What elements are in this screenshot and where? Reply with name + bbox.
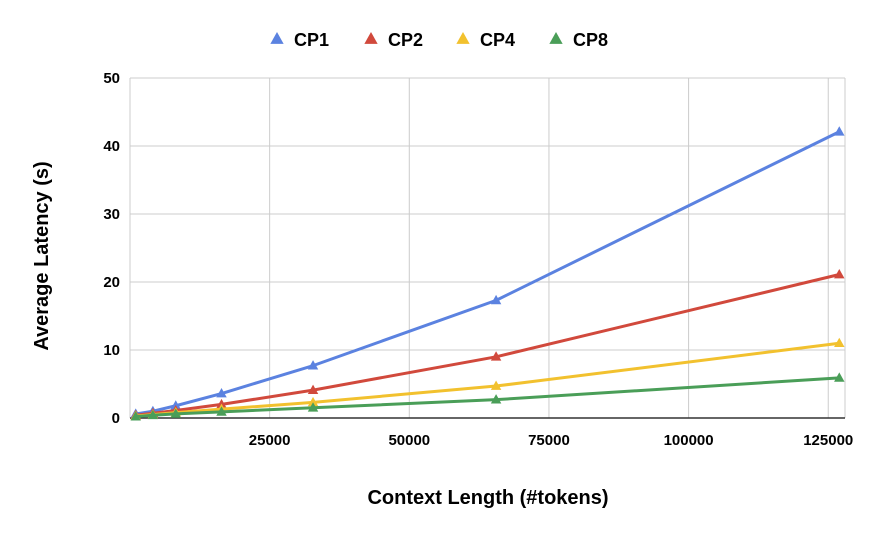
y-tick-label: 20: [103, 274, 120, 291]
x-axis-title: Context Length (#tokens): [367, 487, 608, 509]
data-point: [307, 402, 319, 412]
series-cp1: [130, 126, 845, 418]
legend-marker-icon: [456, 32, 470, 44]
data-point: [490, 380, 502, 390]
legend-label: CP4: [480, 30, 515, 50]
y-tick-label: 30: [103, 206, 120, 223]
x-tick-label: 50000: [388, 432, 430, 449]
y-tick-label: 40: [103, 138, 120, 155]
series-line: [135, 376, 840, 419]
y-axis-ticks: 0 10 20 30 40 50: [103, 70, 120, 427]
data-point: [834, 337, 845, 348]
x-axis-ticks: 25000 50000 75000 100000 125000: [249, 432, 853, 449]
series-cp2: [130, 269, 845, 420]
data-point: [834, 269, 845, 279]
data-point: [490, 294, 502, 305]
series-lines: [130, 126, 845, 421]
data-point: [490, 394, 502, 404]
y-tick-label: 50: [103, 70, 120, 87]
series-cp8: [130, 372, 845, 421]
legend-item-cp4: CP4: [456, 30, 515, 50]
legend: CP1 CP2 CP4 CP8: [270, 30, 608, 50]
data-point: [490, 351, 502, 361]
series-line: [135, 341, 840, 418]
data-point: [147, 409, 159, 420]
x-tick-label: 25000: [249, 432, 291, 449]
data-point: [834, 126, 845, 136]
legend-label: CP8: [573, 30, 608, 50]
y-tick-label: 10: [103, 342, 120, 359]
legend-item-cp8: CP8: [549, 30, 608, 50]
y-axis-title: Average Latency (s): [31, 161, 53, 350]
data-point: [216, 406, 227, 416]
legend-label: CP2: [388, 30, 423, 50]
data-point: [170, 400, 181, 410]
x-tick-label: 100000: [664, 432, 714, 449]
legend-marker-icon: [364, 32, 378, 44]
data-point: [130, 411, 141, 421]
series-line: [135, 130, 840, 416]
data-point: [170, 408, 181, 418]
legend-marker-icon: [270, 32, 284, 44]
legend-item-cp1: CP1: [270, 30, 329, 50]
legend-item-cp2: CP2: [364, 30, 423, 50]
data-point: [307, 396, 319, 407]
x-tick-label: 125000: [803, 432, 853, 449]
legend-marker-icon: [549, 32, 563, 44]
x-tick-label: 75000: [528, 432, 570, 449]
data-point: [216, 398, 227, 409]
data-point: [834, 372, 845, 382]
data-point: [216, 388, 227, 398]
y-tick-label: 0: [112, 410, 120, 427]
grid-lines: [129, 77, 846, 418]
data-point: [307, 360, 319, 370]
legend-label: CP1: [294, 30, 329, 50]
series-line: [135, 273, 840, 417]
data-point: [307, 384, 319, 394]
